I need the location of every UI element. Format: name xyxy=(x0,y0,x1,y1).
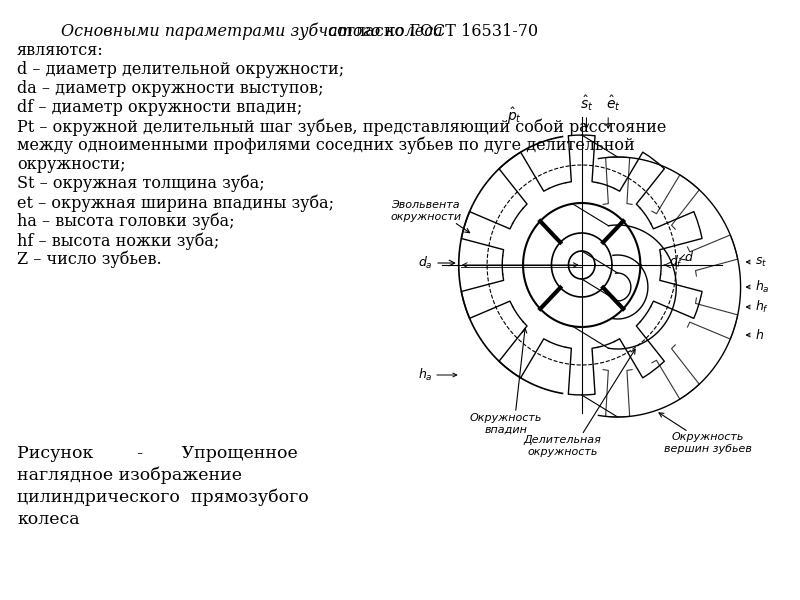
Text: $h$: $h$ xyxy=(754,328,764,342)
Text: $\hat{p}_t$: $\hat{p}_t$ xyxy=(507,106,522,127)
Text: et – окружная ширина впадины зуба;: et – окружная ширина впадины зуба; xyxy=(17,194,334,211)
Text: Основными параметрами зубчатого колеса: Основными параметрами зубчатого колеса xyxy=(62,23,443,40)
Text: согласно ГОСТ 16531-70: согласно ГОСТ 16531-70 xyxy=(323,23,538,40)
Text: $d_f$: $d_f$ xyxy=(669,254,683,270)
Text: Делительная: Делительная xyxy=(524,435,602,445)
Text: впадин: впадин xyxy=(485,425,527,435)
Text: Рисунок        -       Упрощенное: Рисунок - Упрощенное xyxy=(17,445,298,462)
Text: вершин зубьев: вершин зубьев xyxy=(663,444,751,454)
Text: $d_a$: $d_a$ xyxy=(418,255,432,271)
Text: ha – высота головки зуба;: ha – высота головки зуба; xyxy=(17,213,234,230)
Text: Эвольвента: Эвольвента xyxy=(391,200,460,210)
Text: между одноименными профилями соседних зубьев по дуге делительной: между одноименными профилями соседних зу… xyxy=(17,137,634,154)
Text: колеса: колеса xyxy=(17,511,80,528)
Text: окружность: окружность xyxy=(527,447,598,457)
Text: St – окружная толщина зуба;: St – окружная толщина зуба; xyxy=(17,175,265,193)
Text: Pt – окружной делительный шаг зубьев, представляющий собой расстояние: Pt – окружной делительный шаг зубьев, пр… xyxy=(17,118,666,136)
Text: Окружность: Окружность xyxy=(671,432,744,442)
Text: $\hat{e}_t$: $\hat{e}_t$ xyxy=(606,94,620,113)
Text: d – диаметр делительной окружности;: d – диаметр делительной окружности; xyxy=(17,61,344,78)
Text: Z – число зубьев.: Z – число зубьев. xyxy=(17,251,162,269)
Text: $\hat{s}_t$: $\hat{s}_t$ xyxy=(580,94,593,113)
Text: hf – высота ножки зуба;: hf – высота ножки зуба; xyxy=(17,232,219,250)
Text: $h_a$: $h_a$ xyxy=(754,279,770,295)
Text: df – диаметр окружности впадин;: df – диаметр окружности впадин; xyxy=(17,99,302,116)
Text: da – диаметр окружности выступов;: da – диаметр окружности выступов; xyxy=(17,80,324,97)
Text: $h_f$: $h_f$ xyxy=(754,299,769,315)
Text: наглядное изображение: наглядное изображение xyxy=(17,467,242,485)
Text: $s_t$: $s_t$ xyxy=(754,256,767,269)
Text: $d$: $d$ xyxy=(684,250,694,264)
Text: Окружность: Окружность xyxy=(470,413,542,423)
Text: цилиндрического  прямозубого: цилиндрического прямозубого xyxy=(17,489,309,506)
Text: являются:: являются: xyxy=(17,42,104,59)
Text: $h_a$: $h_a$ xyxy=(418,367,432,383)
Text: окружности;: окружности; xyxy=(17,156,126,173)
Text: окружности: окружности xyxy=(390,212,461,222)
